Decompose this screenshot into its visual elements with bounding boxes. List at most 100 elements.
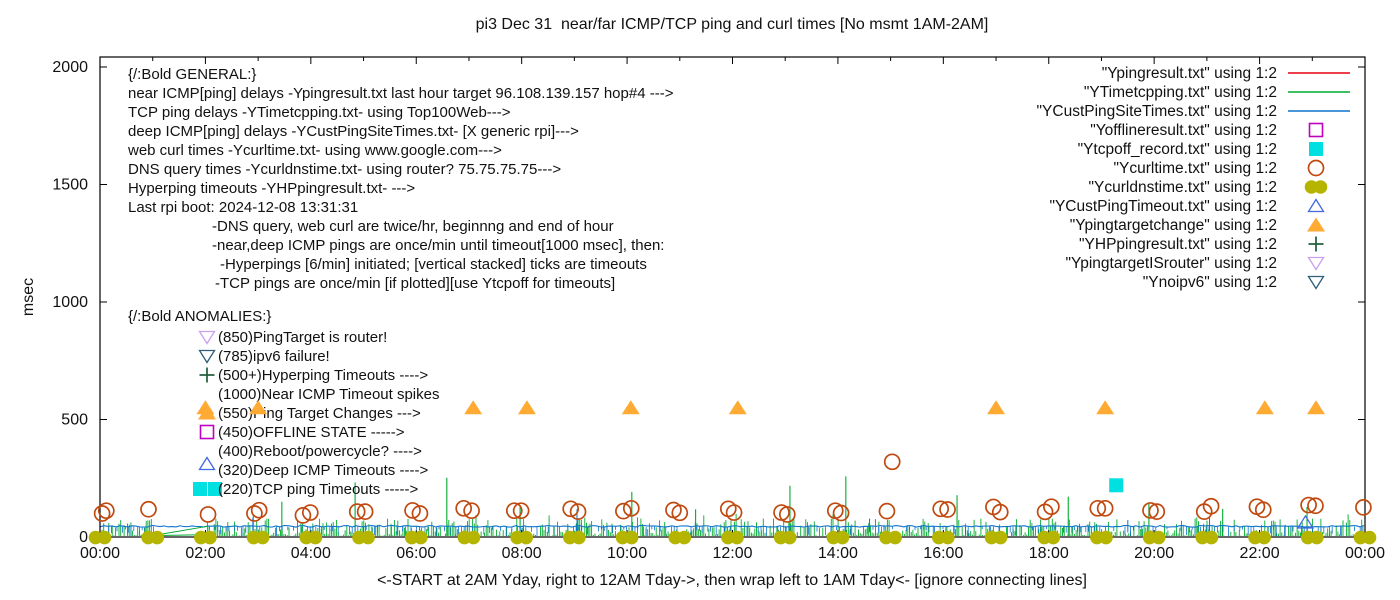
circle-open-icon <box>1148 503 1166 520</box>
circle-open-icon <box>411 505 429 522</box>
triangle-up-icon <box>1255 400 1274 415</box>
x-tick-label: 12:00 <box>712 545 752 562</box>
anomaly-icon <box>193 482 222 496</box>
legend-item: "Ypingtargetchange" using 1:2 <box>1070 217 1325 234</box>
legend-marker <box>1308 236 1324 252</box>
legend-item: "Ypingresult.txt" using 1:2 <box>1102 65 1350 82</box>
y-tick-label: 1500 <box>52 177 88 194</box>
triangle-up-icon <box>621 400 640 415</box>
circle-open-icon <box>199 506 217 523</box>
square-filled-icon <box>1309 142 1323 156</box>
circle-open-icon <box>1142 502 1159 519</box>
circle-open-icon <box>1307 497 1324 515</box>
circle-filled-icon <box>466 530 481 545</box>
circle-open-icon <box>671 504 689 522</box>
triangle-up-icon <box>517 400 536 415</box>
annotations-layer: {/:Bold GENERAL:} near ICMP[ping] delays … <box>127 66 674 498</box>
series-dns-query-times <box>88 530 1377 545</box>
square-open-icon <box>199 424 215 440</box>
anomaly-icon <box>199 367 215 383</box>
square-filled-icon <box>193 482 207 496</box>
circle-filled-icon <box>1046 530 1061 545</box>
circle-open-icon <box>463 502 480 520</box>
circle-open-icon <box>1355 499 1372 516</box>
x-tick-label: 08:00 <box>502 545 542 562</box>
anomaly-icon <box>198 456 216 471</box>
legend-item: "YHPpingresult.txt" using 1:2 <box>1079 236 1324 253</box>
annotation-line: (400)Reboot/powercycle? ----> <box>218 443 422 460</box>
legend-item: "YTimetcpping.txt" using 1:2 <box>1084 84 1350 101</box>
x-tick-label: 22:00 <box>1240 545 1280 562</box>
circle-open-icon <box>1089 499 1107 517</box>
legend: "Ypingresult.txt" using 1:2 "YTimetcpping… <box>1037 65 1350 291</box>
legend-label: "Ycurldnstime.txt" using 1:2 <box>1089 179 1277 196</box>
circle-open-icon <box>246 505 263 522</box>
anomaly-icon <box>198 349 216 364</box>
legend-item: "YCustPingTimeout.txt" using 1:2 <box>1049 198 1325 215</box>
circle-open-icon <box>1307 159 1325 177</box>
legend-label: "YCustPingTimeout.txt" using 1:2 <box>1049 198 1277 215</box>
circle-open-icon <box>1254 501 1272 519</box>
y-tick-label: 0 <box>79 529 88 546</box>
annotation-line: (1000)Near ICMP Timeout spikes <box>218 386 439 403</box>
x-axis-label: <-START at 2AM Yday, right to 12AM Tday-… <box>377 572 1087 589</box>
triangle-up-icon <box>1306 400 1325 415</box>
annotation-line: near ICMP[ping] delays -Ypingresult.txt … <box>128 85 674 102</box>
circle-filled-icon <box>255 530 270 545</box>
annotation-line: (500+)Hyperping Timeouts ----> <box>218 367 428 384</box>
triangle-down-open-icon <box>198 349 216 364</box>
triangle-down-open-icon <box>1307 275 1325 290</box>
annotation-line: (320)Deep ICMP Timeouts ----> <box>218 462 428 479</box>
chart-title: pi3 Dec 31 near/far ICMP/TCP ping and cu… <box>476 16 989 33</box>
y-tick-label: 1000 <box>52 294 88 311</box>
x-tick-label: 02:00 <box>185 545 225 562</box>
x-tick-label: 16:00 <box>923 545 963 562</box>
legend-label: "Ypingtargetchange" using 1:2 <box>1070 217 1277 234</box>
circle-filled-icon <box>677 530 692 545</box>
legend-marker <box>1307 217 1325 232</box>
series-ping-target-changes <box>196 400 1325 415</box>
annotation-line: web curl times -Ycurltime.txt- using www… <box>127 142 502 159</box>
legend-marker <box>1304 180 1328 194</box>
circle-open-icon <box>991 503 1009 521</box>
triangle-up-icon <box>249 400 268 415</box>
anomaly-icon <box>199 424 215 440</box>
triangle-up-icon <box>196 400 215 415</box>
legend-label: "YHPpingresult.txt" using 1:2 <box>1079 236 1277 253</box>
circle-open-icon <box>562 500 580 518</box>
circle-filled-icon <box>1151 530 1166 545</box>
circle-open-icon <box>1043 498 1060 516</box>
triangle-up-open-icon <box>198 456 216 471</box>
legend-item: "Ynoipv6" using 1:2 <box>1143 274 1325 291</box>
circle-open-icon <box>505 502 523 520</box>
circle-open-icon <box>615 502 632 520</box>
circle-open-icon <box>932 500 950 518</box>
circle-filled-icon <box>993 530 1008 545</box>
circle-filled-icon <box>1313 180 1328 194</box>
circle-open-icon <box>1300 496 1317 514</box>
legend-marker <box>1309 142 1323 156</box>
triangle-down-open-icon <box>198 330 216 345</box>
circle-open-icon <box>939 501 956 518</box>
series-deep-icmp-timeouts <box>1296 514 1315 529</box>
annotation-line: (550)Ping Target Changes ---> <box>218 405 421 422</box>
legend-item: "Ycurltime.txt" using 1:2 <box>1114 159 1325 177</box>
circle-open-icon <box>569 503 587 520</box>
circle-filled-icon <box>1099 530 1113 545</box>
circle-open-icon <box>93 505 111 522</box>
annotation-line: -TCP pings are once/min [if plotted][use… <box>215 275 615 292</box>
legend-marker <box>1308 122 1324 138</box>
annotation-line: -Hyperpings [6/min] initiated; [vertical… <box>220 256 647 273</box>
legend-item: "Ycurldnstime.txt" using 1:2 <box>1089 179 1328 196</box>
circle-open-icon <box>294 507 312 524</box>
axes-layer: 00:00 02:00 04:00 06:00 08:00 10:00 12:00 14:00… <box>52 56 1385 562</box>
annotation-line: (450)OFFLINE STATE -----> <box>218 424 405 441</box>
annotation-line: (785)ipv6 failure! <box>218 348 330 365</box>
series-tcp-ping-timeouts <box>1109 478 1124 493</box>
triangle-up-icon <box>987 400 1006 415</box>
circle-filled-icon <box>1257 530 1271 545</box>
triangle-up-icon <box>728 400 747 415</box>
series-web-curl-times <box>93 453 1372 524</box>
